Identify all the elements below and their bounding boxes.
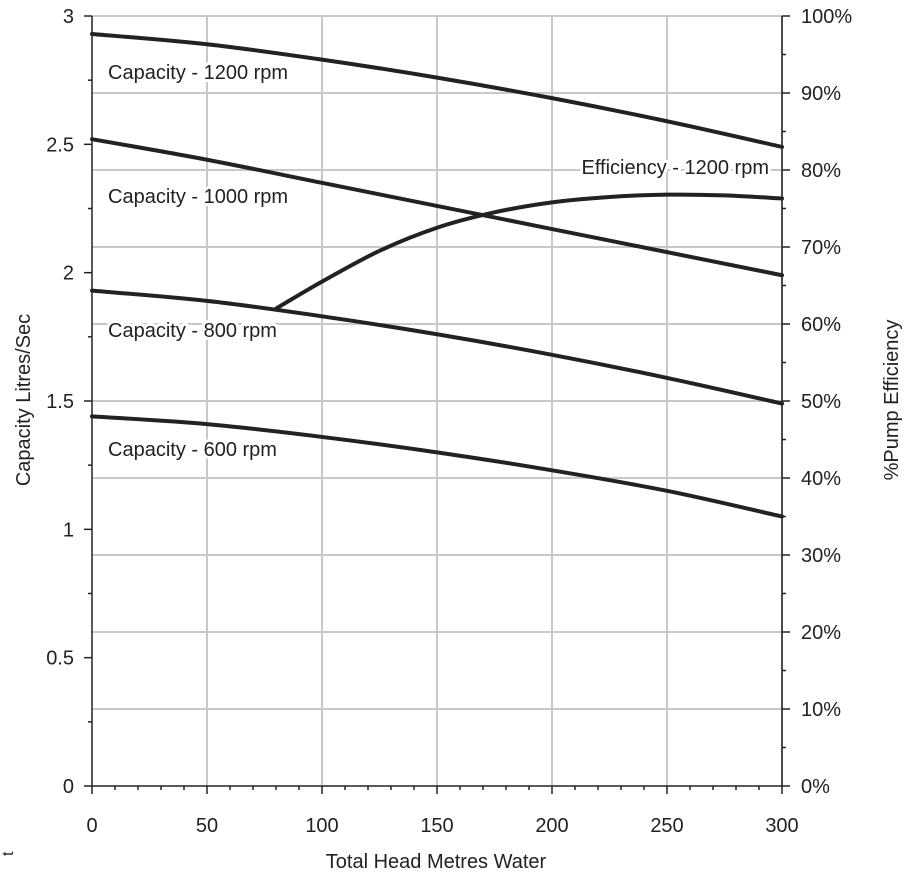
- x-tick-label: 300: [765, 815, 798, 837]
- x-tick-label: 250: [650, 815, 683, 837]
- y2-tick-label: 50%: [801, 391, 841, 413]
- y-axis-title: Capacity Litres/Sec: [13, 314, 35, 486]
- y2-tick-label: 10%: [801, 699, 841, 721]
- y2-tick-label: 40%: [801, 468, 841, 490]
- x-tick-label: 200: [535, 815, 568, 837]
- series-lines: [90, 31, 784, 519]
- y2-tick-label: 30%: [801, 545, 841, 567]
- y2-tick-label: 80%: [801, 160, 841, 182]
- series-line-4: [274, 192, 784, 311]
- y2-tick-labels: 0% 10% 20% 30% 40% 50% 60% 70% 80% 90% 100%: [801, 6, 852, 798]
- y2-axis-title: %Pump Efficiency: [881, 320, 903, 481]
- y-tick-label: 2.5: [46, 134, 74, 156]
- y-tick-label: 3: [63, 6, 74, 28]
- y2-tick-label: 20%: [801, 622, 841, 644]
- y-tick-label: 1.5: [46, 391, 74, 413]
- series-line-2: [90, 288, 784, 406]
- series-label-3: Capacity - 600 rpm: [108, 439, 277, 461]
- y2-tick-label: 90%: [801, 83, 841, 105]
- series-line-0: [90, 31, 784, 149]
- y-tick-label: 0.5: [46, 648, 74, 670]
- x-tick-labels: 0 50 100 150 200 250 300: [86, 815, 798, 837]
- x-tick-label: 100: [305, 815, 338, 837]
- series-label-2: Capacity - 800 rpm: [108, 320, 277, 342]
- axes: [84, 15, 790, 794]
- x-axis-title: Total Head Metres Water: [326, 851, 547, 873]
- y-tick-label: 0: [63, 776, 74, 798]
- y2-tick-label: 60%: [801, 314, 841, 336]
- x-tick-label: 150: [420, 815, 453, 837]
- y-tick-label: 1: [63, 519, 74, 541]
- y-tick-label: 2: [63, 263, 74, 285]
- series-label-1: Capacity - 1000 rpm: [108, 186, 288, 208]
- y2-tick-label: 0%: [801, 776, 830, 798]
- y2-tick-label: 70%: [801, 237, 841, 259]
- x-tick-label: 0: [86, 815, 97, 837]
- stray-mark: t: [0, 851, 17, 856]
- y2-tick-label: 100%: [801, 6, 852, 28]
- grid-lines: [92, 15, 783, 786]
- series-label-4: Efficiency - 1200 rpm: [582, 157, 770, 179]
- series-label-0: Capacity - 1200 rpm: [108, 62, 288, 84]
- series-labels: Capacity - 1200 rpm Capacity - 1000 rpm Ca…: [105, 59, 772, 464]
- series-line-3: [90, 414, 784, 519]
- y-tick-labels: 0 0.5 1 1.5 2 2.5 3: [46, 6, 74, 798]
- x-tick-label: 50: [196, 815, 218, 837]
- series-line-1: [90, 137, 784, 278]
